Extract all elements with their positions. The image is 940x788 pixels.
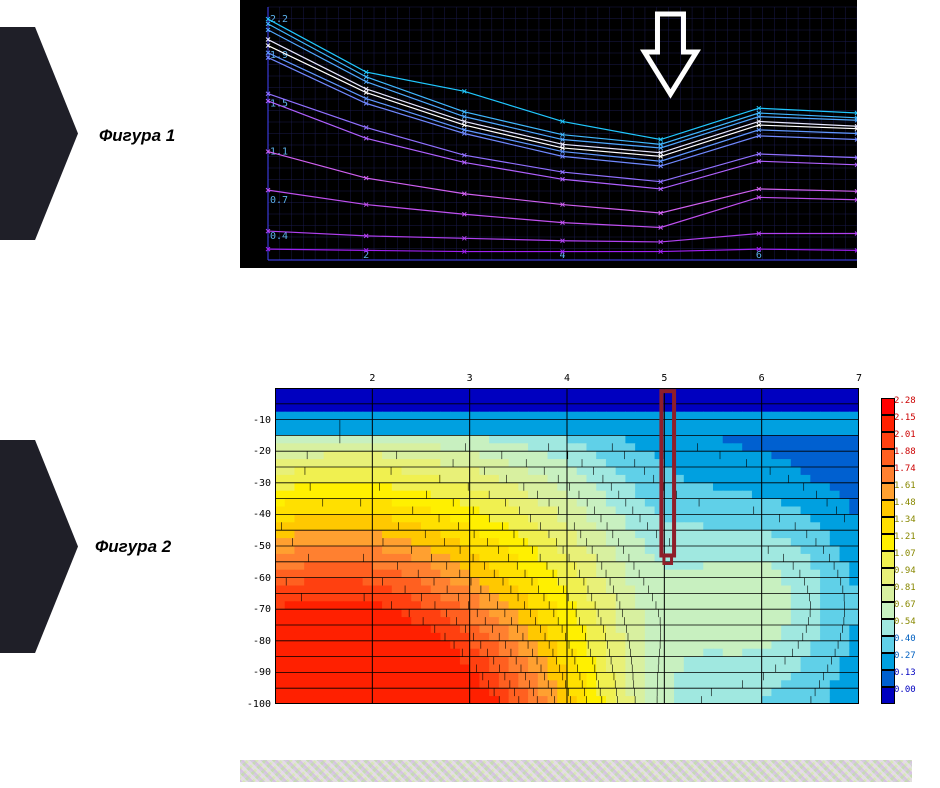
legend-tick: 1.48 [894, 498, 916, 508]
colorbar [881, 398, 895, 704]
y-tick-label: -30 [253, 478, 271, 489]
y-tick-label: -60 [253, 573, 271, 584]
legend-tick: 1.61 [894, 481, 916, 491]
legend-tick: 1.74 [894, 464, 916, 474]
x-tick-label: 6 [759, 373, 765, 384]
legend-tick: 0.67 [894, 600, 916, 610]
svg-text:6: 6 [756, 250, 762, 261]
legend-tick: 1.07 [894, 549, 916, 559]
svg-text:0.7: 0.7 [270, 195, 288, 206]
legend-tick: 2.01 [894, 430, 916, 440]
legend-tick: 1.88 [894, 447, 916, 457]
legend-tick: 0.54 [894, 617, 916, 627]
y-tick-label: -100 [247, 699, 271, 710]
x-tick-label: 2 [369, 373, 375, 384]
y-tick-label: -10 [253, 415, 271, 426]
legend-tick: 2.28 [894, 396, 916, 406]
figure-1-label: Фигура 1 [99, 126, 175, 146]
legend-tick: 0.94 [894, 566, 916, 576]
legend-tick: 1.34 [894, 515, 916, 525]
figure-2-chart: 2 3 4 5 6 7 -10 -20 -30 -40 -50 -60 -70 -80 -90 -100 2… [240, 370, 920, 720]
x-tick-label: 5 [661, 373, 667, 384]
hex-label-bg-1 [0, 27, 78, 240]
svg-text:0.4: 0.4 [270, 231, 288, 242]
legend-tick: 0.81 [894, 583, 916, 593]
noise-strip [240, 760, 912, 782]
legend-tick: 0.13 [894, 668, 916, 678]
legend-tick: 0.00 [894, 685, 916, 695]
y-tick-label: -40 [253, 509, 271, 520]
figure-1-chart: 0.40.71.11.51.92.2246 [240, 0, 857, 268]
y-tick-label: -50 [253, 541, 271, 552]
y-tick-label: -20 [253, 446, 271, 457]
svg-text:2.2: 2.2 [270, 14, 288, 25]
x-tick-label: 3 [467, 373, 473, 384]
hex-label-bg-2 [0, 440, 78, 653]
figure-2-label: Фигура 2 [95, 537, 171, 557]
y-tick-label: -90 [253, 667, 271, 678]
x-tick-label: 7 [856, 373, 862, 384]
y-tick-label: -70 [253, 604, 271, 615]
svg-text:2: 2 [363, 250, 369, 261]
legend-tick: 0.27 [894, 651, 916, 661]
legend-tick: 1.21 [894, 532, 916, 542]
y-tick-label: -80 [253, 636, 271, 647]
x-tick-label: 4 [564, 373, 570, 384]
legend-tick: 0.40 [894, 634, 916, 644]
legend-tick: 2.15 [894, 413, 916, 423]
